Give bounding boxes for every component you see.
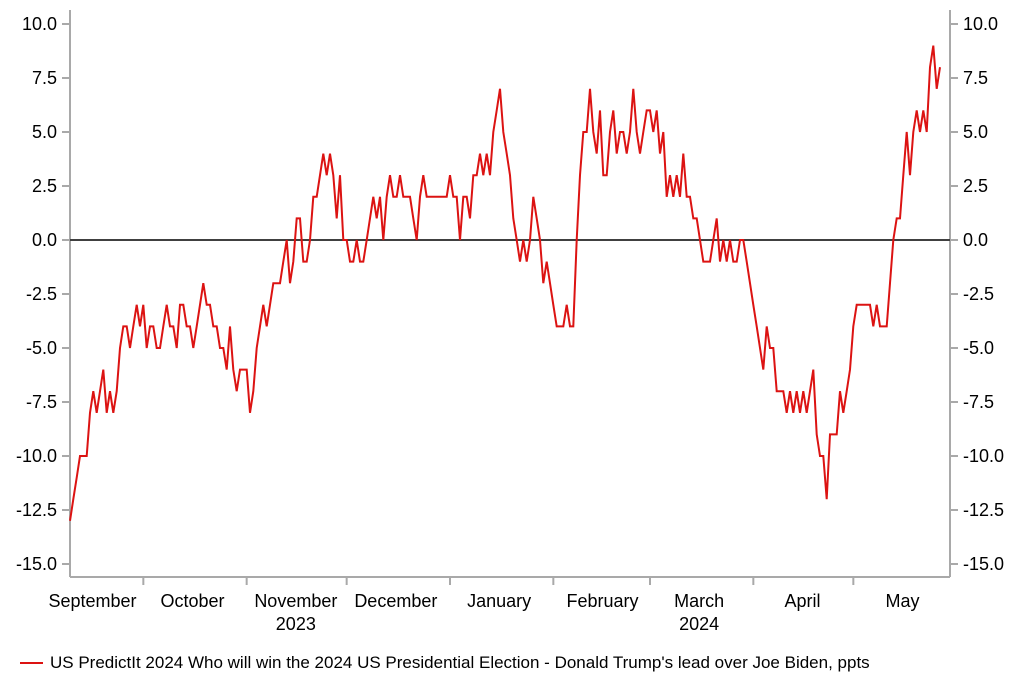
legend-label: US PredictIt 2024 Who will win the 2024 … <box>50 653 870 672</box>
y-tick-label-right: 7.5 <box>963 68 988 88</box>
y-tick-label-right: -5.0 <box>963 338 994 358</box>
x-month-label: September <box>48 591 136 611</box>
y-tick-label-right: 2.5 <box>963 176 988 196</box>
y-tick-label-left: -5.0 <box>26 338 57 358</box>
y-tick-label-right: -12.5 <box>963 500 1004 520</box>
legend-line-swatch <box>20 662 43 664</box>
legend: US PredictIt 2024 Who will win the 2024 … <box>20 653 870 673</box>
y-tick-label-right: -7.5 <box>963 392 994 412</box>
x-month-label: March <box>674 591 724 611</box>
y-tick-label-right: 5.0 <box>963 122 988 142</box>
y-tick-label-left: -2.5 <box>26 284 57 304</box>
y-tick-label-left: -12.5 <box>16 500 57 520</box>
y-tick-label-left: 7.5 <box>32 68 57 88</box>
y-tick-label-left: 2.5 <box>32 176 57 196</box>
x-month-label: November <box>254 591 337 611</box>
x-month-label: October <box>160 591 224 611</box>
y-tick-label-left: -7.5 <box>26 392 57 412</box>
x-month-label: January <box>467 591 531 611</box>
x-month-label: April <box>784 591 820 611</box>
y-tick-label-right: -10.0 <box>963 446 1004 466</box>
y-tick-label-left: -15.0 <box>16 554 57 574</box>
x-year-label: 2023 <box>276 614 316 634</box>
x-year-label: 2024 <box>679 614 719 634</box>
y-tick-label-right: -2.5 <box>963 284 994 304</box>
y-tick-label-left: 5.0 <box>32 122 57 142</box>
x-month-label: May <box>885 591 919 611</box>
y-tick-label-left: -10.0 <box>16 446 57 466</box>
series-line-trump-lead <box>69 45 941 521</box>
x-month-label: February <box>566 591 638 611</box>
y-tick-label-left: 10.0 <box>22 14 57 34</box>
y-tick-label-right: 10.0 <box>963 14 998 34</box>
y-tick-label-right: 0.0 <box>963 230 988 250</box>
y-tick-label-left: 0.0 <box>32 230 57 250</box>
y-tick-label-right: -15.0 <box>963 554 1004 574</box>
plot: 10.0 10.0 7.5 7.5 5.0 5.0 2.5 2.5 0.0 0.0 -2.5 -2.5… <box>16 10 1004 634</box>
x-month-label: December <box>354 591 437 611</box>
